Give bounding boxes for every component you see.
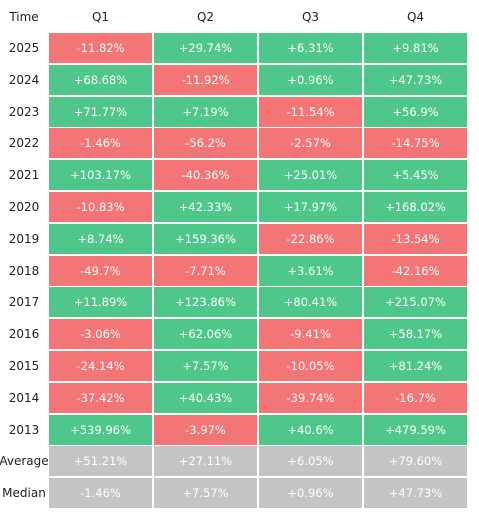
heatmap-cell: +8.74% [49,223,152,254]
column-header-q2: Q2 [196,9,215,24]
heatmap-cell: +103.17% [49,160,152,191]
row-label-2024: 2024 [8,72,40,87]
row-label-2013: 2013 [8,422,40,437]
row-label-2016: 2016 [8,327,40,342]
heatmap-cell: +80.41% [259,287,362,318]
heatmap-cell: +9.81% [364,33,467,63]
heatmap-cell: -39.74% [259,382,362,413]
heatmap-cell: +25.01% [259,160,362,191]
summary-cell: +6.05% [259,446,362,477]
heatmap-cell: +42.33% [154,192,257,222]
heatmap-cell: -11.92% [154,64,257,95]
heatmap-cell: +40.6% [259,414,362,445]
heatmap-cell: +3.61% [259,255,362,286]
row-label-2017: 2017 [8,295,40,310]
heatmap-cell: -24.14% [49,351,152,381]
heatmap-cell: -11.82% [49,33,152,63]
row-label-2014: 2014 [8,390,40,405]
heatmap-cell: +68.68% [49,64,152,95]
heatmap-cell: -3.97% [154,414,257,445]
row-label-2015: 2015 [8,359,40,373]
column-header-q4: Q4 [406,9,425,24]
row-label-2019: 2019 [8,231,40,246]
heatmap-cell: -11.54% [259,96,362,127]
heatmap-cell: -37.42% [49,382,152,413]
heatmap-cell: -7.71% [154,255,257,286]
heatmap-cell: +215.07% [364,287,467,318]
heatmap-cell: +159.36% [154,223,257,254]
summary-cell: -1.46% [49,478,152,509]
summary-label-median: Median [2,486,46,501]
summary-cell: +7.57% [154,478,257,509]
heatmap-cell: -2.57% [259,128,362,159]
row-label-2023: 2023 [8,104,40,119]
heatmap-cell: +11.89% [49,287,152,318]
summary-cell: +51.21% [49,446,152,477]
heatmap-cell: -3.06% [49,319,152,350]
heatmap-cell: +58.17% [364,319,467,350]
heatmap-cell: +62.06% [154,319,257,350]
heatmap-cell: +47.73% [364,64,467,95]
heatmap-cell: +539.96% [49,414,152,445]
heatmap-cell: +7.57% [154,351,257,381]
summary-cell: +47.73% [364,478,467,509]
heatmap-cell: +29.74% [154,33,257,63]
heatmap-cell: +5.45% [364,160,467,191]
heatmap-cell: +40.43% [154,382,257,413]
row-label-2022: 2022 [8,136,40,151]
heatmap-cell: +168.02% [364,192,467,222]
row-label-2025: 2025 [8,41,40,55]
summary-cell: +79.60% [364,446,467,477]
heatmap-cell: +6.31% [259,33,362,63]
time-column-header: Time [9,9,39,24]
heatmap-cell: -1.46% [49,128,152,159]
heatmap-cell: -40.36% [154,160,257,191]
heatmap-cell: -16.7% [364,382,467,413]
heatmap-cell: +56.9% [364,96,467,127]
heatmap-cell: +81.24% [364,351,467,381]
heatmap-cell: -13.54% [364,223,467,254]
column-header-q1: Q1 [91,9,110,24]
heatmap-cell: +0.96% [259,64,362,95]
heatmap-cell: -22.86% [259,223,362,254]
summary-cell: +27.11% [154,446,257,477]
heatmap-cell: +479.59% [364,414,467,445]
column-header-q3: Q3 [301,9,320,24]
summary-label-average: Average [0,454,49,469]
heatmap-cell: -49.7% [49,255,152,286]
row-label-2020: 2020 [8,200,40,214]
heatmap-cell: -56.2% [154,128,257,159]
heatmap-cell: -10.83% [49,192,152,222]
heatmap-cell: -42.16% [364,255,467,286]
heatmap-cell: -9.41% [259,319,362,350]
row-label-2018: 2018 [8,263,40,278]
row-label-2021: 2021 [8,168,40,183]
summary-cell: +0.96% [259,478,362,509]
heatmap-cell: -10.05% [259,351,362,381]
heatmap-cell: +17.97% [259,192,362,222]
heatmap-cell: -14.75% [364,128,467,159]
heatmap-cell: +71.77% [49,96,152,127]
heatmap-cell: +7.19% [154,96,257,127]
heatmap-cell: +123.86% [154,287,257,318]
